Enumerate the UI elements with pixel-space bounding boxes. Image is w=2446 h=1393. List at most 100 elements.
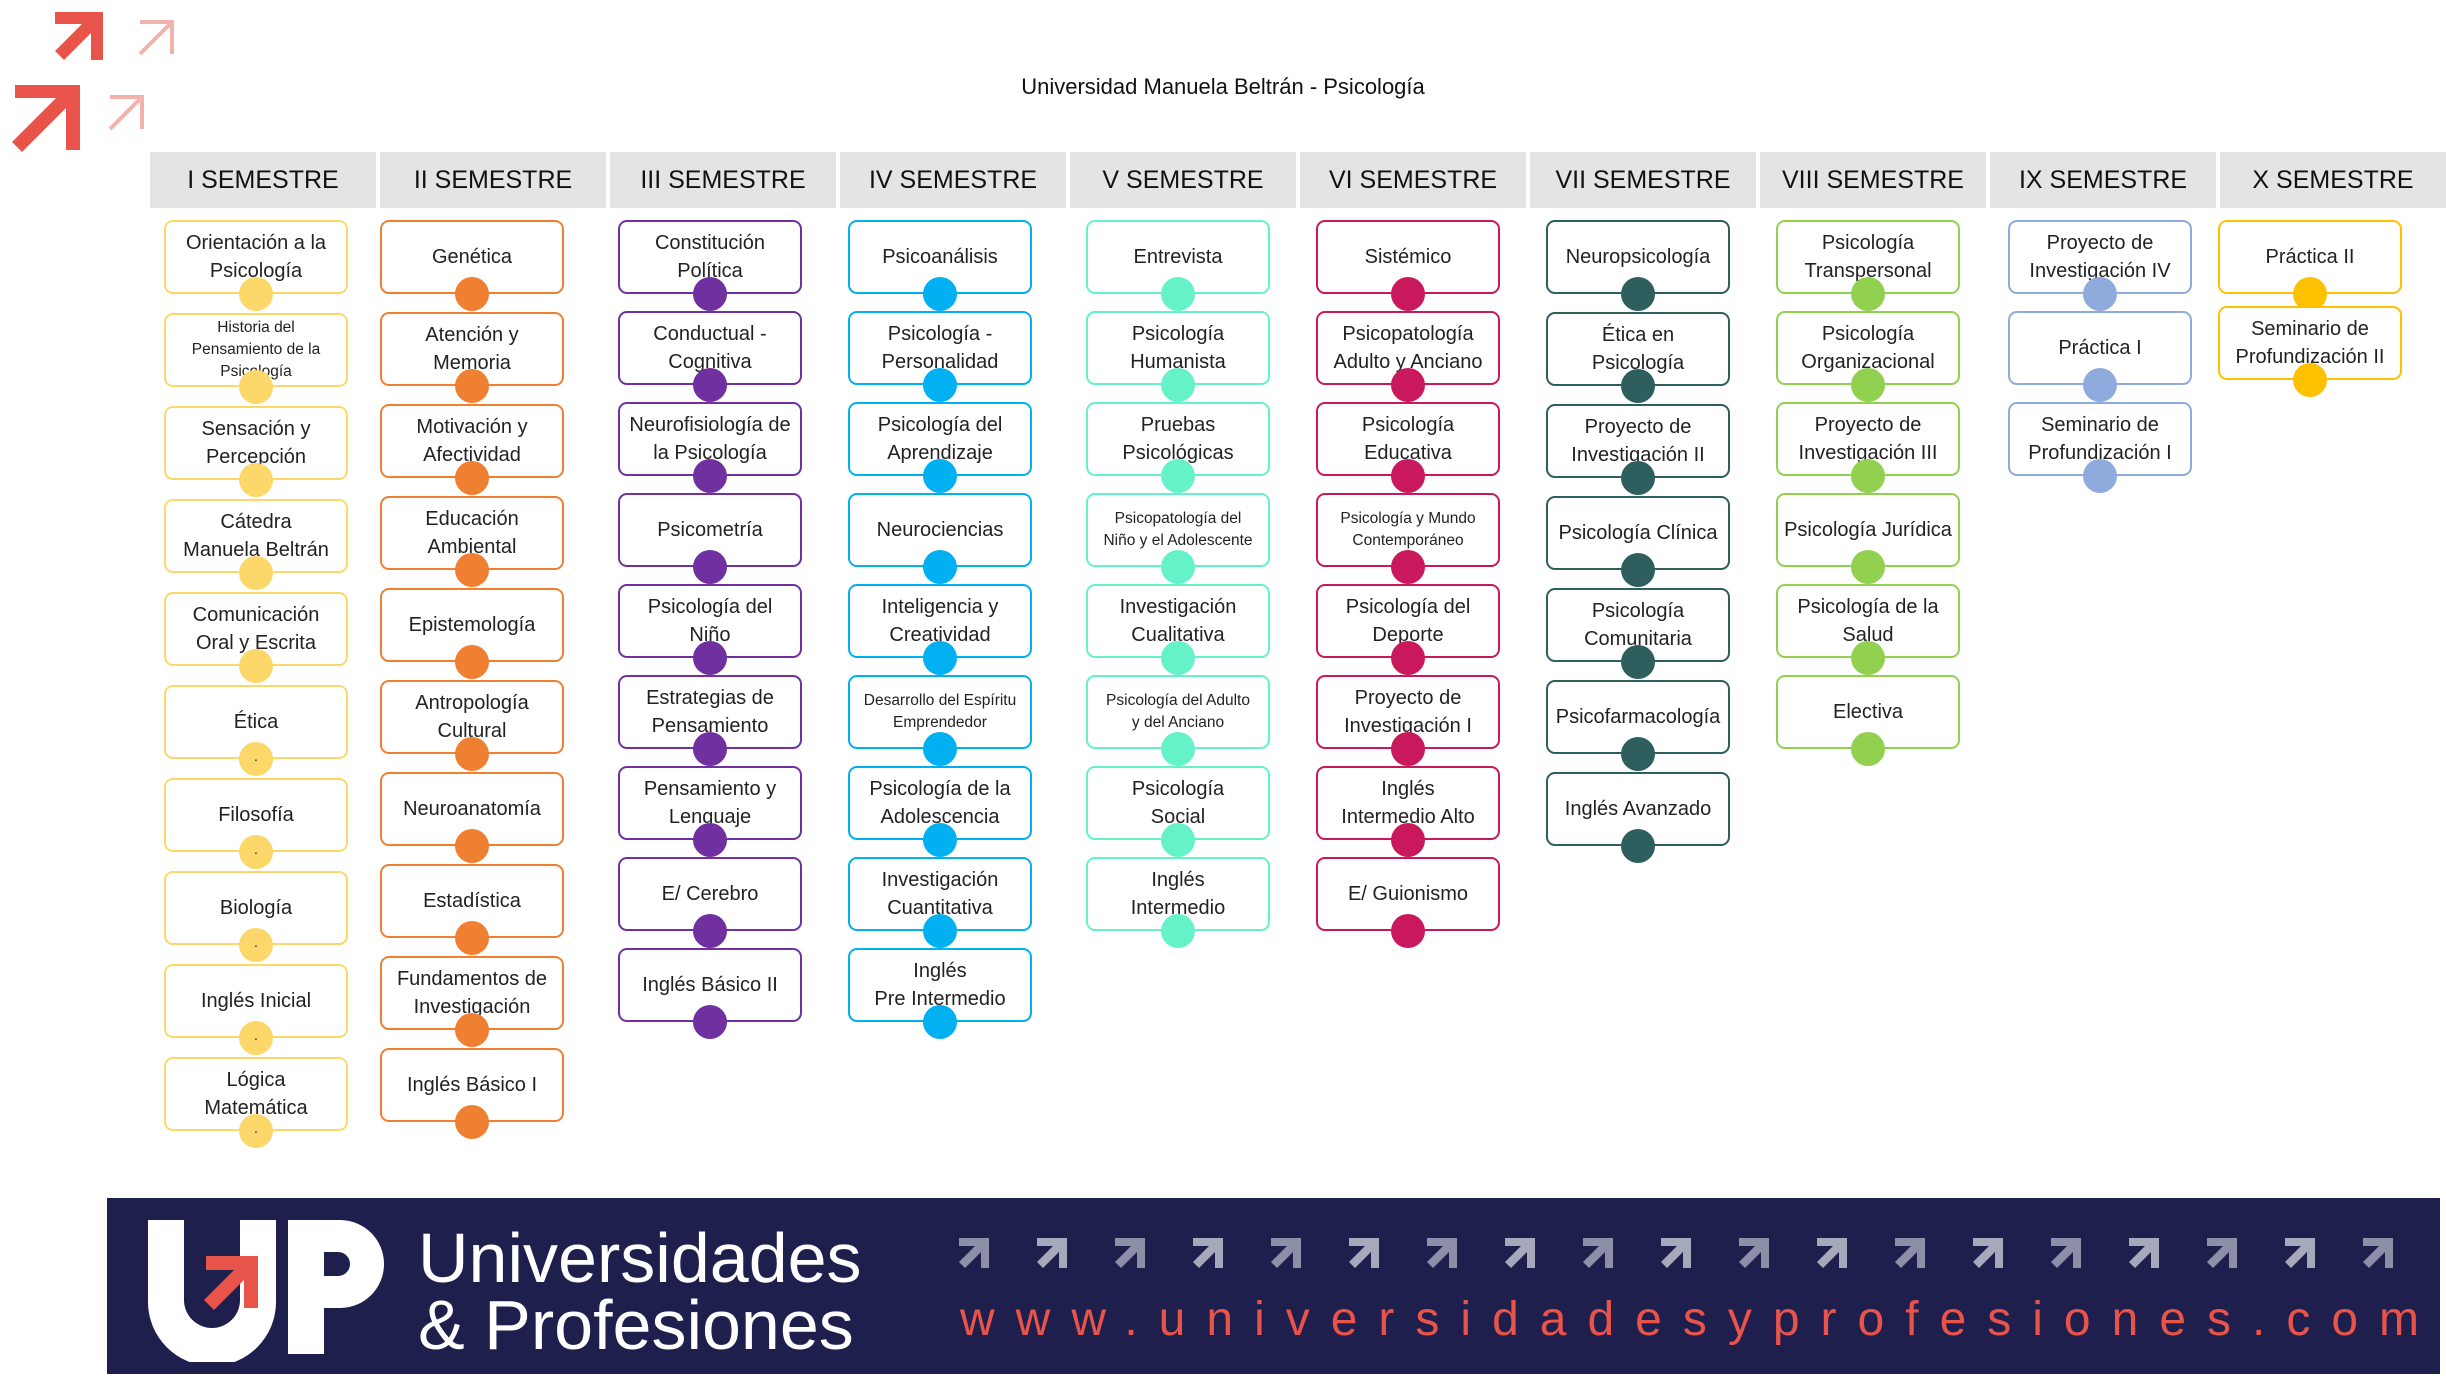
- course-node-dot: [2083, 459, 2117, 493]
- course-node-dot: [1391, 368, 1425, 402]
- course-node-dot: [2293, 363, 2327, 397]
- course-node-dot: [1621, 277, 1655, 311]
- course-node-dot: [239, 556, 273, 590]
- course-node-dot: [1161, 641, 1195, 675]
- page-title: Universidad Manuela Beltrán - Psicología: [1021, 74, 1425, 99]
- course-card[interactable]: Epistemología: [380, 588, 564, 662]
- course-node-dot: [455, 921, 489, 955]
- semester-header: II SEMESTRE: [380, 152, 606, 208]
- course-node-dot: [1391, 459, 1425, 493]
- course-node-dot: [239, 1114, 273, 1148]
- course-node-dot: [2083, 368, 2117, 402]
- course-node-dot: [455, 1013, 489, 1047]
- course-node-dot: [1391, 823, 1425, 857]
- course-node-dot: [1851, 459, 1885, 493]
- course-node-dot: [1161, 914, 1195, 948]
- course-card[interactable]: Orientación a la Psicología: [164, 220, 348, 294]
- course-node-mark: .: [254, 1120, 258, 1136]
- course-node-dot: [693, 1005, 727, 1039]
- course-node-dot: [1161, 732, 1195, 766]
- course-node-dot: [1161, 459, 1195, 493]
- course-node-dot: [693, 914, 727, 948]
- course-card[interactable]: Inglés Intermedio Alto: [1316, 766, 1500, 840]
- brand-name-line1: Universidades: [418, 1219, 862, 1297]
- course-node-dot: [1621, 829, 1655, 863]
- course-card[interactable]: Psicología del Aprendizaje: [848, 402, 1032, 476]
- course-node-dot: [455, 461, 489, 495]
- course-node-dot: [1161, 550, 1195, 584]
- course-node-dot: [455, 737, 489, 771]
- brand-arrows-icon: [12, 12, 174, 152]
- course-node-dot: [923, 550, 957, 584]
- course-node-dot: [455, 277, 489, 311]
- semester-header: VII SEMESTRE: [1530, 152, 1756, 208]
- course-node-dot: [455, 829, 489, 863]
- course-node-dot: [923, 277, 957, 311]
- course-node-dot: [923, 1005, 957, 1039]
- course-card[interactable]: Psicopatología del Niño y el Adolescente: [1086, 493, 1270, 567]
- course-node-dot: [239, 742, 273, 776]
- course-node-dot: [1391, 277, 1425, 311]
- course-node-dot: [693, 732, 727, 766]
- course-node-dot: [1851, 277, 1885, 311]
- course-node-dot: [1621, 553, 1655, 587]
- footer-banner: [107, 1198, 2440, 1374]
- course-card[interactable]: Cátedra Manuela Beltrán: [164, 499, 348, 573]
- course-node-dot: [1621, 461, 1655, 495]
- chevron-pattern-icon: [959, 1238, 2393, 1268]
- brand-name-line2: & Profesiones: [418, 1286, 854, 1364]
- course-node-mark: .: [254, 934, 258, 950]
- course-node-dot: [923, 732, 957, 766]
- course-node-dot: [1161, 277, 1195, 311]
- semester-header: I SEMESTRE: [150, 152, 376, 208]
- course-node-dot: [239, 370, 273, 404]
- course-node-dot: [239, 463, 273, 497]
- course-node-mark: .: [254, 748, 258, 764]
- course-node-dot: [1621, 737, 1655, 771]
- course-node-dot: [239, 649, 273, 683]
- course-node-dot: [923, 368, 957, 402]
- semester-header: IV SEMESTRE: [840, 152, 1066, 208]
- course-node-dot: [693, 277, 727, 311]
- course-card[interactable]: Inglés Inicial: [164, 964, 348, 1038]
- course-node-dot: [923, 914, 957, 948]
- course-node-dot: [1391, 914, 1425, 948]
- course-node-dot: [693, 550, 727, 584]
- course-node-dot: [923, 459, 957, 493]
- course-node-dot: [693, 368, 727, 402]
- semester-header: III SEMESTRE: [610, 152, 836, 208]
- course-node-dot: [1851, 368, 1885, 402]
- course-card[interactable]: Proyecto de Investigación II: [1546, 404, 1730, 478]
- semester-header: V SEMESTRE: [1070, 152, 1296, 208]
- course-card[interactable]: Investigación Cualitativa: [1086, 584, 1270, 658]
- course-card[interactable]: Motivación y Afectividad: [380, 404, 564, 478]
- semester-header: IX SEMESTRE: [1990, 152, 2216, 208]
- course-node-dot: [239, 1021, 273, 1055]
- semester-header: X SEMESTRE: [2220, 152, 2446, 208]
- course-node-dot: [923, 823, 957, 857]
- course-node-mark: .: [254, 841, 258, 857]
- course-node-dot: [239, 928, 273, 962]
- course-card[interactable]: Psicometría: [618, 493, 802, 567]
- course-node-dot: [693, 459, 727, 493]
- course-node-dot: [1391, 550, 1425, 584]
- course-node-dot: [1851, 641, 1885, 675]
- course-node-dot: [239, 835, 273, 869]
- semester-header: VIII SEMESTRE: [1760, 152, 1986, 208]
- course-node-dot: [455, 369, 489, 403]
- course-node-dot: [455, 553, 489, 587]
- course-card[interactable]: Biología: [164, 871, 348, 945]
- course-node-dot: [1161, 368, 1195, 402]
- course-node-dot: [239, 277, 273, 311]
- course-node-dot: [693, 641, 727, 675]
- course-node-dot: [923, 641, 957, 675]
- course-node-dot: [1851, 550, 1885, 584]
- course-node-dot: [455, 1105, 489, 1139]
- course-node-dot: [2083, 277, 2117, 311]
- course-node-mark: .: [254, 1027, 258, 1043]
- website-url[interactable]: www.universidadesyprofesiones.com: [960, 1293, 2441, 1346]
- course-node-dot: [455, 645, 489, 679]
- course-node-dot: [693, 823, 727, 857]
- course-card[interactable]: Psicología del Deporte: [1316, 584, 1500, 658]
- course-node-dot: [1161, 823, 1195, 857]
